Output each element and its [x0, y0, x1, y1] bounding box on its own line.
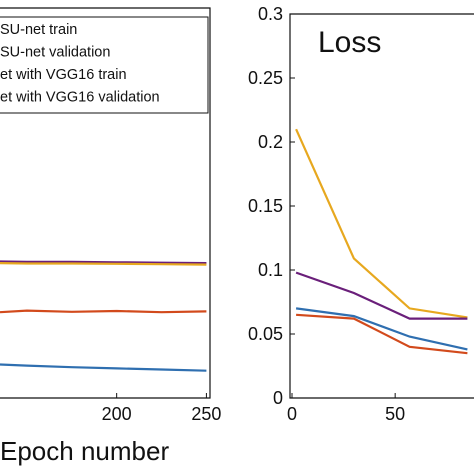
right-x-tick-label: 0	[287, 404, 297, 424]
right-series-line-1	[295, 128, 468, 319]
right-y-tick-label: 0.25	[248, 68, 283, 88]
legend-entry-label: et with VGG16 train	[0, 67, 127, 83]
right-series-line-4	[296, 313, 468, 355]
legend: SU-net train SU-net validation et with VGG…	[0, 16, 209, 114]
right-chart-title: Loss	[318, 26, 381, 59]
legend-entries: SU-net train SU-net validation et with VGG…	[0, 22, 160, 106]
right-axes-frame	[289, 13, 474, 399]
left-x-tick-label: 200	[102, 404, 132, 424]
left-chart: 200 250 Epoch number SU-net train SU-net v…	[0, 7, 221, 466]
right-y-tick-label: 0	[273, 388, 283, 408]
left-x-tick-label: 250	[191, 404, 221, 424]
legend-entry-label: SU-net train	[0, 22, 77, 38]
right-y-tick-labels: 0 0.05 0.1 0.15 0.2 0.25 0.3	[248, 4, 295, 408]
right-x-tick-label: 50	[385, 404, 405, 424]
right-y-tick-label: 0.15	[248, 196, 283, 216]
right-y-tick-label: 0.2	[258, 132, 283, 152]
right-y-tick-label: 0.05	[248, 324, 283, 344]
left-series-lines	[0, 260, 207, 372]
right-series-lines	[295, 128, 468, 355]
right-y-tick-label: 0.3	[258, 4, 283, 24]
right-y-tick-label: 0.1	[258, 260, 283, 280]
left-series-line-3	[0, 260, 207, 265]
left-axes-frame	[0, 7, 211, 399]
right-x-tick-labels: 0 50	[287, 393, 405, 424]
legend-entry-label: SU-net validation	[0, 45, 110, 61]
left-series-line-1	[0, 363, 207, 372]
right-chart: 0 0.05 0.1 0.15 0.2 0.25 0.3 0 50 Loss	[248, 4, 474, 424]
left-x-tick-labels: 200 250	[102, 393, 221, 424]
left-series-line-2	[0, 309, 207, 314]
legend-entry-label: et with VGG16 validation	[0, 90, 160, 106]
right-series-line-2	[295, 271, 468, 320]
right-series-line-3	[295, 307, 468, 351]
left-x-axis-label: Epoch number	[0, 436, 169, 466]
left-series-line-4	[0, 262, 207, 266]
legend-box	[0, 16, 209, 114]
